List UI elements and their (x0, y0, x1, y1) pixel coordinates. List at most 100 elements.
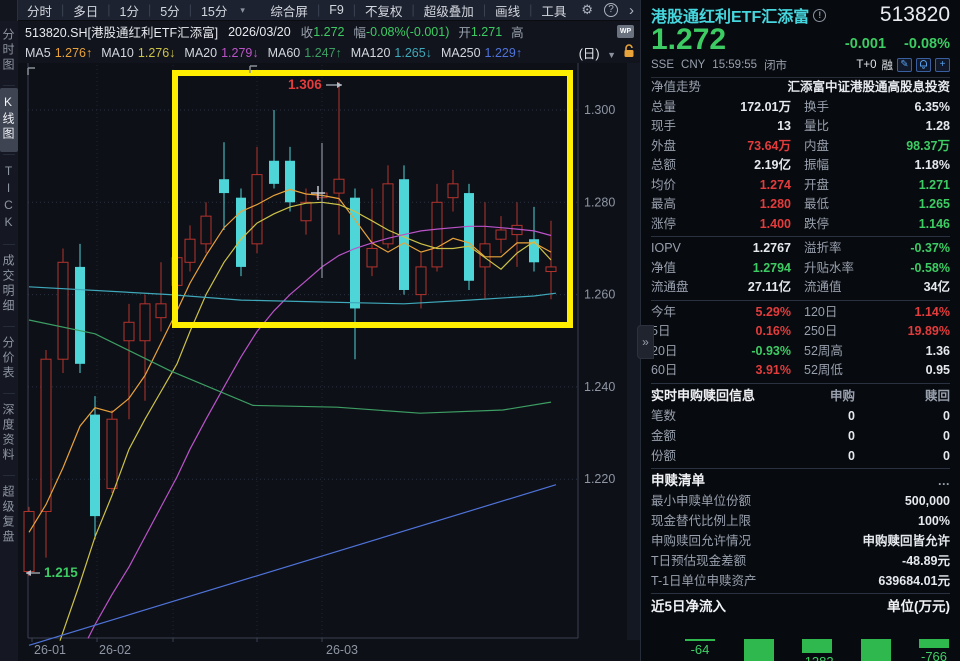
menu-item-4[interactable]: 画线 (495, 4, 521, 19)
candle (75, 266, 85, 364)
ma-value: 1.229↑ (484, 45, 523, 60)
candle (90, 414, 100, 517)
symbol-info-bar: 513820.SH[港股通红利ETF汇添富] 2026/03/20 收 1.27… (18, 21, 640, 42)
chart-scrollbar-strip[interactable] (627, 63, 640, 640)
field-label: 5日 (651, 324, 671, 338)
ma-legend-ma5: MA5 1.276↑ (25, 46, 92, 60)
field-value: -48.89元 (902, 553, 950, 568)
field-label: 最低 (804, 197, 830, 211)
price-change: -0.001 -0.08% (831, 36, 950, 55)
sidebar-item-label: 分时图 (1, 28, 15, 73)
candle (200, 215, 212, 245)
y-axis-label: 1.240 (584, 380, 615, 394)
quote-row: 总量 172.01万 换手 6.35% (651, 98, 950, 118)
kline-period-dropdown[interactable]: (日) ▼ (579, 43, 620, 62)
field-label: 跌停 (804, 216, 830, 231)
field-label: 20日 (651, 343, 678, 358)
period-tab-0[interactable]: 分时 (27, 4, 53, 19)
field-value: 3.91% (755, 363, 791, 377)
menu-separator: | (316, 3, 321, 17)
field-value: 1.36 (925, 343, 950, 358)
menu-item-2[interactable]: 不复权 (365, 4, 403, 19)
chevron-down-icon: ▼ (607, 50, 616, 60)
menu-item-5[interactable]: 工具 (541, 4, 567, 19)
field-value: 1.28 (925, 119, 950, 133)
period-tab-4[interactable]: 15分 (200, 4, 228, 19)
edit-pencil-icon[interactable]: ✎ (897, 58, 912, 72)
info-icon[interactable]: ! (813, 8, 827, 22)
period-dropdown-icon[interactable]: ▾ (240, 4, 245, 15)
sidebar-item-1[interactable]: K线图 (0, 88, 18, 152)
sidebar-separator (2, 475, 15, 476)
period-label: (日) (578, 47, 600, 61)
range-value: -0.08%(-0.001) (365, 24, 450, 39)
candle (236, 197, 246, 267)
candle (366, 247, 378, 268)
period-tab-3[interactable]: 5分 (160, 4, 180, 19)
gear-icon[interactable]: ⚙ (581, 2, 593, 17)
y-axis-label: 1.280 (584, 195, 615, 209)
section-divider (651, 236, 950, 237)
quote-row: 流通盘 27.11亿 流通值 34亿 (651, 278, 950, 298)
list-title: 申赎清单 (651, 472, 705, 488)
menu-item-1[interactable]: F9 (329, 3, 344, 17)
margin-badge: 融 (881, 60, 894, 72)
toolbar-menu: 综合屏 | F9 | 不复权 | 超级叠加 | 画线 | 工具 (261, 1, 575, 20)
inflow-bar (685, 638, 715, 641)
realtime-row: 笔数 0 0 (651, 406, 950, 426)
unlock-icon[interactable] (623, 44, 635, 61)
highlight-rectangle-annotation[interactable] (172, 70, 573, 328)
field-value: 申购赎回皆允许 (862, 533, 950, 548)
list-row: T日预估现金差额 -48.89元 (651, 551, 950, 571)
candle (155, 303, 167, 319)
inflow-bar (919, 638, 949, 648)
sidebar-item-3[interactable]: 成交明细 (0, 247, 18, 324)
ma-label: MA60 (267, 45, 301, 60)
sidebar-item-5[interactable]: 深度资料 (0, 396, 18, 473)
period-tab-2[interactable]: 1分 (119, 4, 139, 19)
add-plus-icon[interactable]: + (935, 58, 950, 72)
help-icon[interactable]: ? (604, 3, 618, 17)
sidebar-item-0[interactable]: 分时图 (0, 21, 18, 83)
ma-value: 1.279↓ (221, 45, 259, 60)
wp-monitor-icon[interactable]: WP (617, 25, 634, 38)
realtime-row: 金额 0 0 (651, 426, 950, 446)
panel-collapse-handle[interactable]: » (637, 325, 654, 359)
ma-label: MA250 (440, 45, 481, 60)
ma-label: MA20 (184, 45, 218, 60)
sidebar-item-6[interactable]: 超级复盘 (0, 478, 18, 555)
field-label: 内盘 (804, 138, 830, 153)
field-label: 250日 (804, 324, 838, 338)
period-tab-1[interactable]: 多日 (73, 4, 99, 19)
field-label: 净值 (651, 260, 677, 275)
field-value: 6.35% (914, 99, 950, 114)
candle (382, 183, 394, 245)
quote-row: 外盘 73.64万 内盘 98.37万 (651, 137, 950, 157)
field-value: 1.265 (918, 197, 950, 211)
quote-row: 现手 13 量比 1.28 (651, 117, 950, 137)
tplus-badge: T+0 (856, 59, 877, 71)
realtime-section: 实时申购赎回信息 申购 赎回 笔数 0 0 金额 0 0 份额 0 0 (651, 386, 950, 466)
more-ellipsis-icon[interactable]: … (937, 473, 951, 488)
field-label: 120日 (804, 304, 838, 319)
field-value: 100% (918, 513, 950, 528)
kline-chart[interactable]: 1.300 1.280 1.260 1.240 1.220 26-01 26-02 26-03… (18, 63, 640, 661)
field-value: 1.274 (759, 177, 791, 192)
menu-item-3[interactable]: 超级叠加 (423, 4, 474, 19)
field-label: 52周高 (804, 343, 843, 358)
list-row: 申购赎回允许情况 申购赎回皆允许 (651, 531, 950, 551)
chevron-right-icon[interactable]: › (629, 1, 634, 19)
sidebar-separator (2, 326, 15, 327)
sidebar-item-4[interactable]: 分价表 (0, 329, 18, 391)
field-label: 流通盘 (651, 280, 689, 294)
field-value: 1.14% (914, 304, 950, 319)
field-value: 19.89% (907, 324, 950, 338)
candle (529, 239, 539, 263)
alert-bell-icon[interactable] (916, 58, 931, 72)
quote-row: IOPV 1.2767 溢折率 -0.37% (651, 239, 950, 259)
menu-item-0[interactable]: 综合屏 (270, 4, 308, 19)
sidebar-item-2[interactable]: TICK (0, 157, 18, 242)
field-value: 5.29% (755, 304, 791, 319)
list-row: 现金替代比例上限 100% (651, 511, 950, 531)
quote-row: 5日 0.16% 250日 19.89% (651, 322, 950, 342)
